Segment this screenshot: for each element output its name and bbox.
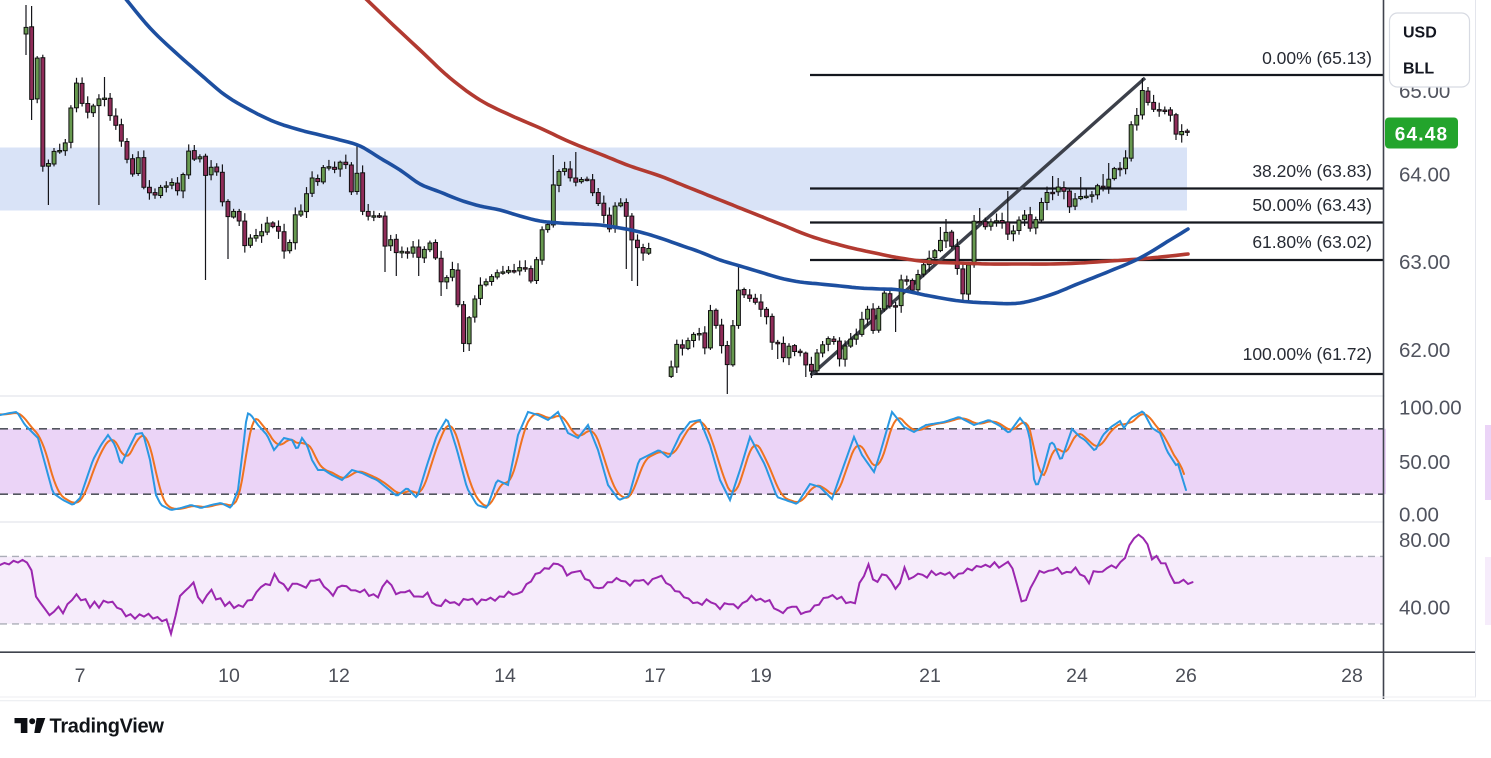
svg-text:TradingView: TradingView [50, 716, 165, 738]
svg-text:28: 28 [1341, 665, 1363, 687]
svg-text:7: 7 [75, 665, 86, 687]
svg-text:63.00: 63.00 [1399, 251, 1450, 274]
svg-text:BLL: BLL [1403, 61, 1434, 78]
svg-text:62.00: 62.00 [1399, 339, 1450, 362]
svg-text:19: 19 [750, 665, 772, 687]
svg-text:0.00% (65.13): 0.00% (65.13) [1262, 48, 1372, 68]
svg-text:100.00% (61.72): 100.00% (61.72) [1243, 344, 1372, 364]
svg-text:10: 10 [218, 665, 240, 687]
svg-text:40.00: 40.00 [1399, 596, 1450, 619]
svg-text:50.00: 50.00 [1399, 451, 1450, 474]
svg-text:61.80% (63.02): 61.80% (63.02) [1252, 232, 1372, 252]
svg-text:12: 12 [328, 665, 350, 687]
svg-text:24: 24 [1066, 665, 1088, 687]
svg-text:80.00: 80.00 [1399, 529, 1450, 552]
svg-text:0.00: 0.00 [1399, 503, 1439, 526]
svg-text:USD: USD [1403, 25, 1437, 42]
svg-text:50.00% (63.43): 50.00% (63.43) [1252, 195, 1372, 215]
svg-text:21: 21 [919, 665, 941, 687]
svg-text:14: 14 [494, 665, 516, 687]
svg-text:17: 17 [644, 665, 666, 687]
svg-text:100.00: 100.00 [1399, 396, 1462, 419]
svg-text:64.48: 64.48 [1395, 125, 1449, 146]
svg-text:26: 26 [1175, 665, 1197, 687]
svg-text:64.00: 64.00 [1399, 163, 1450, 186]
svg-text:38.20% (63.83): 38.20% (63.83) [1252, 161, 1372, 181]
